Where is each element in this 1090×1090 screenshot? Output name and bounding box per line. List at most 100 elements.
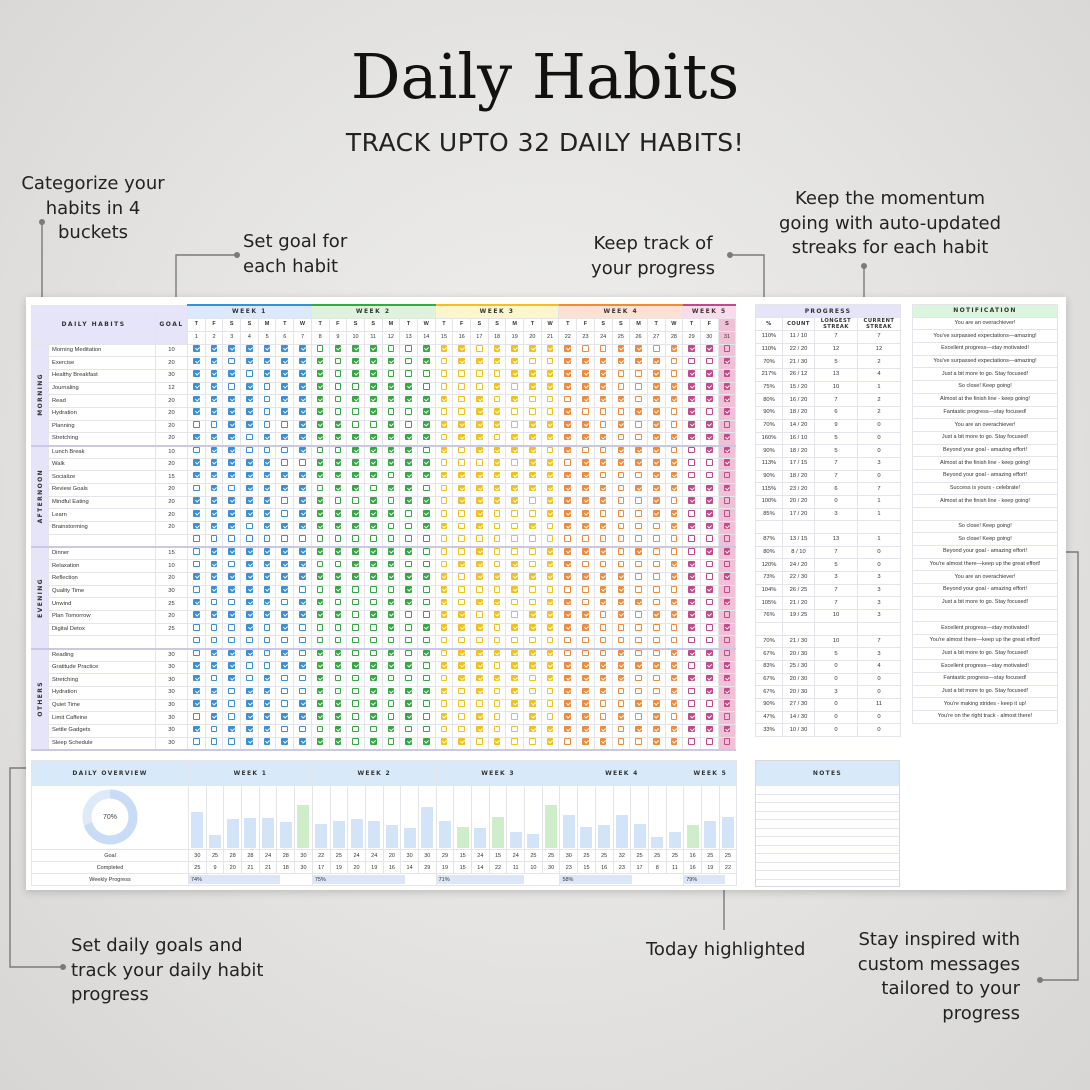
habit-checkbox[interactable] (193, 383, 200, 390)
habit-checkbox[interactable] (652, 395, 660, 403)
habit-checkbox[interactable] (263, 712, 271, 720)
habit-checkbox[interactable] (458, 560, 465, 568)
habit-checkbox[interactable] (458, 624, 465, 631)
habit-checkbox[interactable] (405, 712, 412, 720)
habit-checkbox[interactable] (387, 370, 395, 377)
habit-checkbox[interactable] (369, 548, 377, 555)
habit-checkbox[interactable] (476, 395, 483, 403)
habit-checkbox[interactable] (670, 586, 678, 593)
habit-checkbox[interactable] (511, 560, 519, 568)
habit-checkbox[interactable] (299, 433, 306, 441)
habit-checkbox[interactable] (281, 725, 289, 733)
habit-checkbox[interactable] (458, 344, 465, 352)
habit-checkbox[interactable] (458, 611, 465, 618)
habit-checkbox[interactable] (529, 712, 536, 720)
habit-checkbox[interactable] (617, 370, 625, 377)
habit-checkbox[interactable] (529, 725, 536, 733)
habit-checkbox[interactable] (582, 471, 589, 479)
habit-checkbox[interactable] (281, 586, 289, 593)
habit-checkbox[interactable] (246, 408, 253, 415)
habit-checkbox[interactable] (316, 459, 324, 466)
habit-checkbox[interactable] (352, 357, 359, 365)
habit-checkbox[interactable] (369, 573, 377, 580)
habit-checkbox[interactable] (493, 586, 501, 593)
habit-checkbox[interactable] (723, 725, 731, 733)
habit-checkbox[interactable] (635, 484, 642, 492)
habit-checkbox[interactable] (546, 509, 554, 517)
habit-checkbox[interactable] (228, 611, 236, 618)
habit-checkbox[interactable] (529, 433, 536, 441)
habit-checkbox[interactable] (458, 459, 465, 466)
habit-checkbox[interactable] (228, 509, 236, 517)
habit-checkbox[interactable] (369, 636, 377, 644)
habit-checkbox[interactable] (705, 383, 713, 390)
habit-checkbox[interactable] (705, 586, 713, 593)
habit-checkbox[interactable] (511, 738, 519, 745)
habit-checkbox[interactable] (316, 624, 324, 631)
habit-checkbox[interactable] (263, 624, 271, 631)
habit-checkbox[interactable] (564, 573, 572, 580)
habit-checkbox[interactable] (670, 471, 678, 479)
habit-checkbox[interactable] (617, 674, 625, 682)
habit-checkbox[interactable] (316, 700, 324, 707)
habit-checkbox[interactable] (511, 446, 519, 454)
habit-checkbox[interactable] (670, 624, 678, 631)
habit-checkbox[interactable] (599, 421, 607, 428)
habit-checkbox[interactable] (246, 712, 253, 720)
habit-checkbox[interactable] (511, 484, 519, 492)
habit-checkbox[interactable] (263, 433, 271, 441)
habit-checkbox[interactable] (493, 370, 501, 377)
habit-checkbox[interactable] (458, 649, 465, 657)
habit-checkbox[interactable] (422, 611, 430, 618)
habit-checkbox[interactable] (387, 446, 395, 454)
habit-checkbox[interactable] (246, 598, 253, 606)
habit-checkbox[interactable] (511, 712, 519, 720)
habit-checkbox[interactable] (688, 674, 695, 682)
habit-checkbox[interactable] (422, 357, 430, 365)
habit-checkbox[interactable] (387, 649, 395, 657)
habit-checkbox[interactable] (688, 497, 695, 504)
habit-checkbox[interactable] (405, 560, 412, 568)
habit-checkbox[interactable] (635, 522, 642, 530)
habit-checkbox[interactable] (387, 636, 395, 644)
habit-checkbox[interactable] (422, 471, 430, 479)
habit-checkbox[interactable] (228, 497, 236, 504)
habit-checkbox[interactable] (422, 573, 430, 580)
habit-checkbox[interactable] (352, 636, 359, 644)
habit-checkbox[interactable] (493, 395, 501, 403)
habit-checkbox[interactable] (352, 509, 359, 517)
habit-checkbox[interactable] (228, 687, 236, 695)
habit-checkbox[interactable] (228, 548, 236, 555)
habit-checkbox[interactable] (316, 548, 324, 555)
habit-checkbox[interactable] (599, 383, 607, 390)
habit-checkbox[interactable] (705, 484, 713, 492)
habit-checkbox[interactable] (617, 573, 625, 580)
habit-checkbox[interactable] (316, 535, 324, 542)
notes-panel[interactable]: NOTES (755, 760, 900, 887)
habit-checkbox[interactable] (652, 725, 660, 733)
habit-checkbox[interactable] (334, 674, 342, 682)
habit-checkbox[interactable] (617, 509, 625, 517)
habit-checkbox[interactable] (564, 446, 572, 454)
habit-checkbox[interactable] (705, 611, 713, 618)
habit-checkbox[interactable] (723, 471, 731, 479)
habit-checkbox[interactable] (582, 662, 589, 669)
notes-line[interactable] (756, 871, 899, 880)
notes-line[interactable] (756, 854, 899, 863)
habit-checkbox[interactable] (246, 509, 253, 517)
habit-checkbox[interactable] (440, 344, 448, 352)
habit-checkbox[interactable] (564, 344, 572, 352)
habit-checkbox[interactable] (546, 522, 554, 530)
habit-checkbox[interactable] (281, 421, 289, 428)
habit-checkbox[interactable] (316, 586, 324, 593)
habit-checkbox[interactable] (352, 611, 359, 618)
habit-checkbox[interactable] (617, 598, 625, 606)
habit-checkbox[interactable] (405, 484, 412, 492)
habit-checkbox[interactable] (281, 497, 289, 504)
habit-checkbox[interactable] (422, 522, 430, 530)
habit-checkbox[interactable] (458, 522, 465, 530)
habit-checkbox[interactable] (705, 712, 713, 720)
habit-checkbox[interactable] (299, 586, 306, 593)
habit-checkbox[interactable] (458, 662, 465, 669)
habit-checkbox[interactable] (193, 459, 200, 466)
